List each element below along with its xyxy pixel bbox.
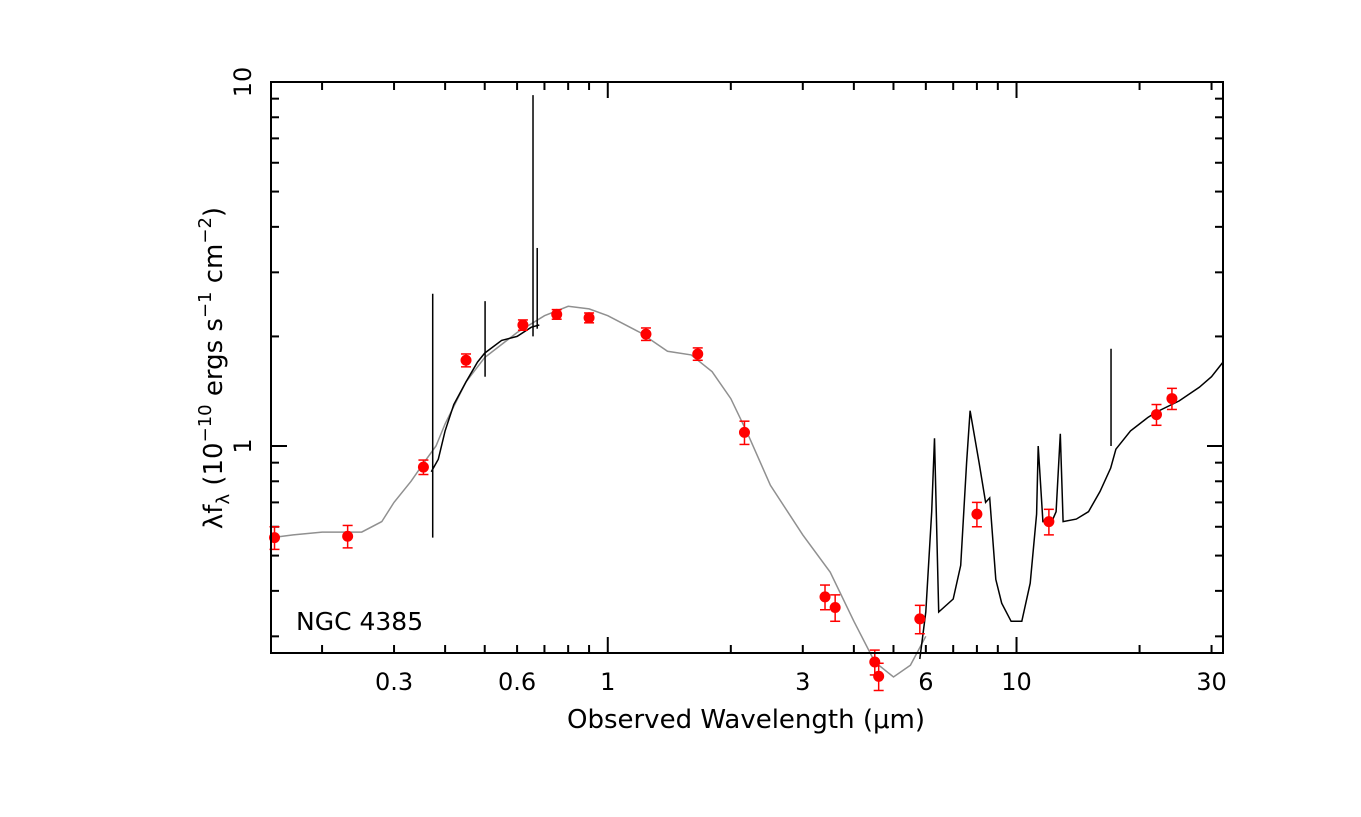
y-tick-label: 1: [229, 438, 257, 453]
y-axis-title: λfλ (10−10 ergs s−1 cm−2): [195, 207, 234, 529]
photometry-points: [269, 308, 1178, 692]
y-axis-title-mid2: cm: [199, 244, 229, 292]
data-point: [1150, 409, 1162, 421]
y-axis-title-sub: λ: [213, 494, 234, 505]
y-axis-title-base: λf: [199, 504, 229, 529]
model-curve: [270, 305, 927, 678]
data-point: [738, 426, 750, 438]
x-tick-label: 1: [600, 668, 615, 696]
spectrum-segment: [919, 361, 1224, 660]
y-axis-title-exp2: −1: [195, 291, 216, 318]
data-point: [692, 348, 704, 360]
y-axis-title-exp3: −2: [195, 217, 216, 244]
data-point: [342, 530, 354, 542]
data-point: [829, 602, 841, 614]
x-axis-title: Observed Wavelength (μm): [567, 705, 925, 735]
data-point: [640, 328, 652, 340]
tick-marks: [271, 81, 1223, 653]
data-point: [460, 354, 472, 366]
data-point: [869, 656, 881, 668]
x-tick-label: 10: [1001, 668, 1032, 696]
x-tick-labels: 0.3 0.6 1 3 6 10 30: [375, 668, 1227, 696]
data-point: [819, 591, 831, 603]
galaxy-name-label: NGC 4385: [296, 607, 423, 636]
y-tick-label: 10: [229, 67, 257, 98]
data-point: [417, 461, 429, 473]
y-axis-title-exp1: −10: [195, 404, 216, 442]
data-point: [583, 312, 595, 324]
x-tick-label: 30: [1196, 668, 1227, 696]
model-line: [270, 305, 927, 678]
data-point: [517, 319, 529, 331]
y-tick-labels: 1 10: [229, 67, 257, 454]
data-point: [914, 613, 926, 625]
plot-frame: [270, 81, 1224, 654]
y-axis-title-open: (10: [199, 442, 229, 494]
data-point: [1043, 516, 1055, 528]
x-tick-label: 6: [918, 668, 933, 696]
spectrum-segment: [430, 324, 540, 473]
data-point: [551, 308, 563, 320]
y-axis-title-close: ): [199, 207, 229, 217]
x-tick-label: 0.6: [498, 668, 536, 696]
x-tick-label: 3: [795, 668, 810, 696]
x-tick-label: 0.3: [375, 668, 413, 696]
observed-spectrum: [430, 95, 1224, 660]
data-point: [873, 670, 885, 682]
y-axis-title-mid: ergs s: [199, 318, 229, 404]
data-point: [1166, 393, 1178, 405]
data-point: [971, 508, 983, 520]
